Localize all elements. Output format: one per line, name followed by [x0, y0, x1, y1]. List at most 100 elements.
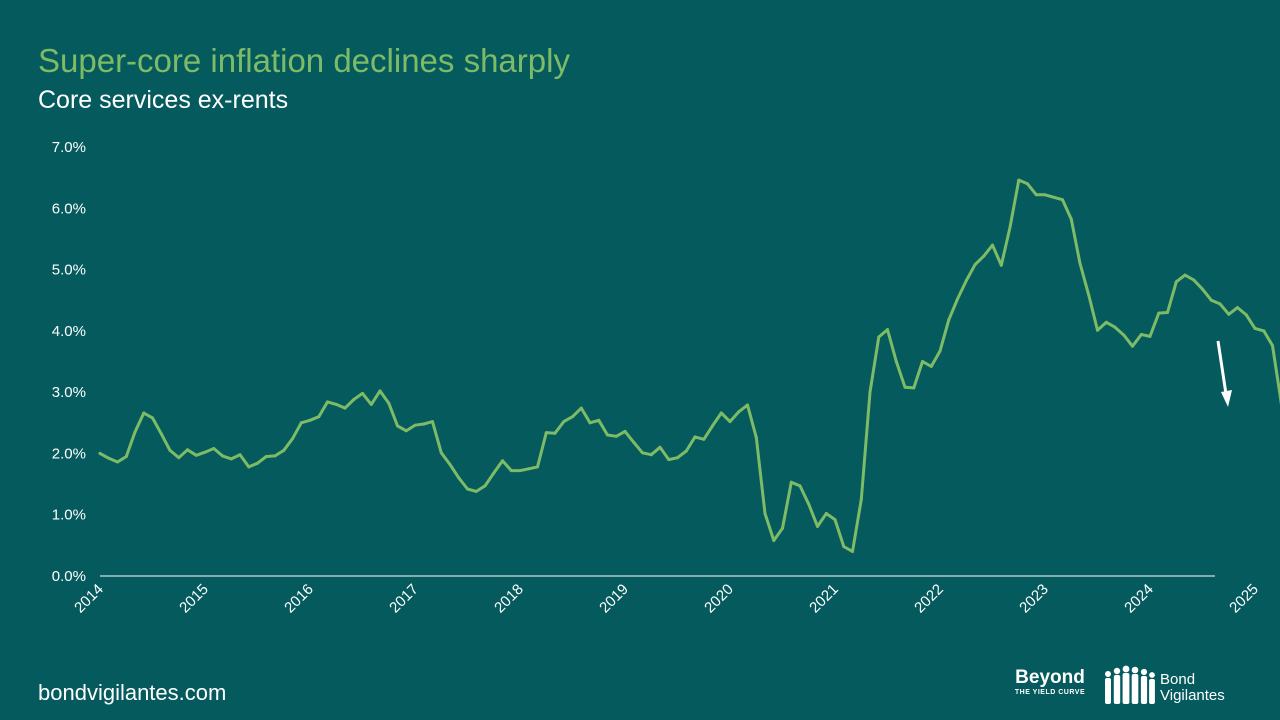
data-point — [921, 360, 924, 363]
data-point — [641, 451, 644, 455]
x-tick-label: 2018 — [491, 581, 527, 617]
data-point — [1078, 261, 1082, 265]
data-point — [518, 469, 522, 473]
data-point — [1262, 329, 1266, 333]
data-point — [1148, 334, 1152, 338]
data-point — [772, 539, 776, 542]
data-point — [859, 497, 863, 501]
data-point — [1087, 293, 1091, 297]
data-point — [667, 458, 671, 462]
data-point — [544, 431, 548, 435]
x-tick-label: 2014 — [71, 581, 107, 617]
data-point — [824, 512, 828, 515]
data-point — [483, 484, 487, 488]
beyond-logo-subtext: THE YIELD CURVE — [1014, 689, 1086, 696]
y-tick-label: 5.0% — [52, 262, 86, 279]
data-point — [536, 465, 539, 469]
data-point — [1034, 193, 1038, 197]
data-point — [1008, 225, 1012, 229]
data-point — [1244, 313, 1248, 317]
data-point — [177, 456, 181, 460]
data-point — [1139, 333, 1143, 336]
data-point — [186, 448, 189, 452]
data-point — [194, 453, 198, 457]
data-point — [763, 512, 767, 515]
y-tick-label: 6.0% — [52, 200, 86, 217]
series-line — [98, 178, 1280, 553]
data-point — [964, 279, 968, 283]
data-point — [1201, 287, 1204, 291]
data-point — [562, 420, 566, 424]
data-point — [912, 386, 916, 390]
data-point — [807, 502, 811, 506]
data-point — [1271, 344, 1274, 348]
data-point — [168, 448, 172, 452]
data-point — [553, 431, 557, 435]
data-point — [702, 437, 706, 441]
data-point — [1253, 326, 1257, 330]
data-point — [317, 415, 321, 419]
data-point — [649, 453, 653, 457]
data-point — [1236, 306, 1239, 310]
data-point — [614, 434, 618, 438]
beyond-logo-text: Beyond — [1015, 667, 1085, 688]
data-point — [816, 524, 819, 528]
data-point — [781, 526, 784, 530]
data-point — [273, 454, 277, 458]
data-point — [133, 430, 137, 434]
data-point — [159, 432, 163, 436]
data-point — [1227, 312, 1231, 316]
data-point — [247, 465, 251, 469]
data-point — [999, 263, 1003, 267]
data-point — [886, 328, 889, 332]
people-silhouette-icon — [1105, 665, 1155, 704]
data-point — [851, 550, 854, 553]
y-tick-label: 1.0% — [52, 507, 86, 524]
data-point — [719, 411, 723, 415]
chart-subtitle: Core services ex-rents — [38, 86, 289, 114]
data-point — [1017, 178, 1021, 182]
data-point — [588, 421, 592, 425]
data-point — [1209, 298, 1213, 302]
data-point — [509, 469, 513, 473]
footer-url[interactable]: bondvigilantes.com — [38, 680, 227, 705]
bond-vigilantes-logo: Bond Vigilantes — [1102, 662, 1252, 706]
data-point — [947, 318, 951, 322]
data-point — [1052, 195, 1056, 199]
data-point — [448, 463, 452, 466]
data-point — [466, 487, 469, 491]
data-point — [1113, 325, 1117, 329]
data-point — [929, 364, 933, 368]
data-point — [229, 457, 233, 461]
data-point — [991, 243, 994, 247]
data-point — [413, 423, 417, 427]
data-point — [938, 349, 942, 353]
down-arrow-annotation — [1216, 340, 1232, 407]
data-point — [606, 433, 609, 437]
data-point — [579, 406, 583, 410]
data-point — [221, 454, 224, 458]
y-tick-label: 0.0% — [52, 568, 86, 585]
data-point — [291, 437, 294, 441]
data-point — [151, 416, 154, 420]
data-point — [361, 391, 364, 395]
data-point — [431, 420, 434, 424]
y-tick-label: 3.0% — [52, 384, 86, 401]
data-point — [457, 476, 461, 480]
data-point — [903, 385, 907, 389]
data-point — [1104, 320, 1108, 324]
chart-title: Super-core inflation declines sharply — [38, 42, 570, 79]
data-point — [833, 518, 837, 522]
data-point — [238, 453, 242, 457]
x-tick-label: 2019 — [596, 581, 632, 617]
data-point — [956, 297, 959, 301]
data-point — [684, 449, 688, 453]
data-point — [693, 435, 697, 439]
data-point — [623, 429, 627, 433]
data-point — [326, 400, 329, 404]
data-point — [387, 401, 391, 405]
data-point — [107, 456, 111, 460]
data-point — [422, 422, 426, 426]
data-point — [728, 420, 732, 424]
data-point — [1166, 311, 1169, 314]
